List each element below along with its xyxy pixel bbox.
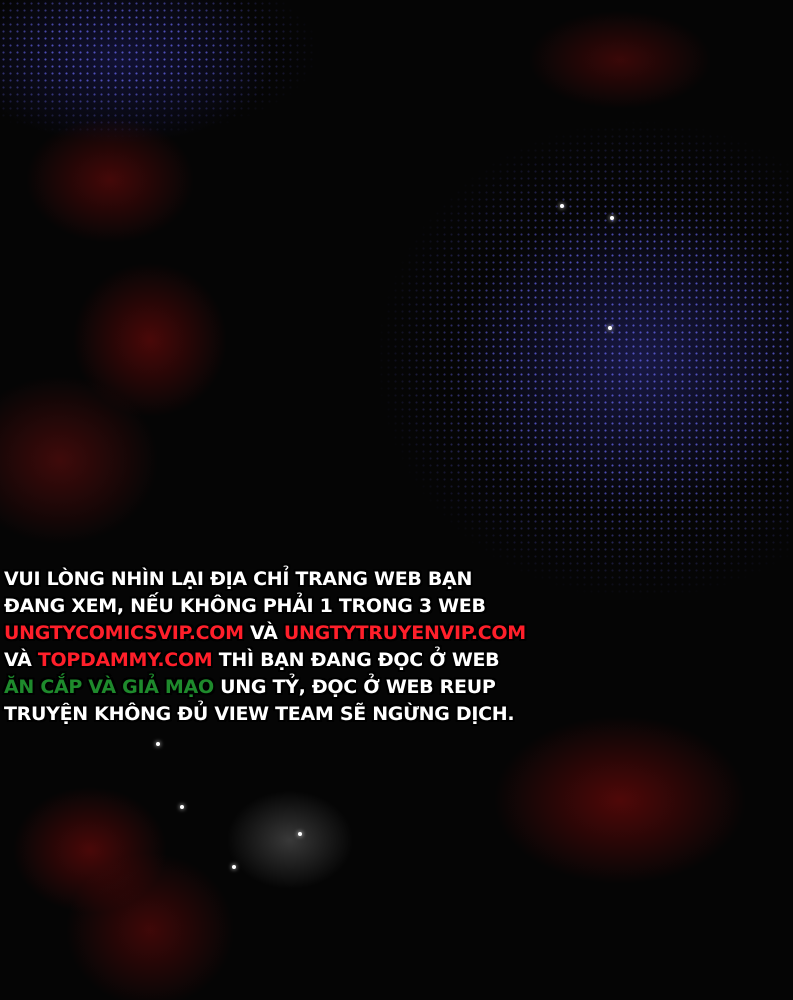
star	[180, 805, 184, 809]
reup-warning-notice: VUI LÒNG NHÌN LẠI ĐỊA CHỈ TRANG WEB BẠN …	[4, 566, 526, 728]
notice-line-6: TRUYỆN KHÔNG ĐỦ VIEW TEAM SẼ NGỪNG DỊCH.	[4, 703, 515, 725]
notice-text: THÌ BẠN ĐANG ĐỌC Ở WEB	[212, 649, 500, 671]
star	[232, 865, 236, 869]
notice-line-5: ĂN CẮP VÀ GIẢ MẠO UNG TỶ, ĐỌC Ở WEB REUP	[4, 674, 496, 701]
conjunction: VÀ	[4, 649, 38, 671]
notice-line-3: UNGTYCOMICSVIP.COM VÀ UNGTYTRUYENVIP.COM	[4, 620, 526, 647]
site-link-ungtycomicsvip: UNGTYCOMICSVIP.COM	[4, 622, 244, 644]
site-link-topdammy: TOPDAMMY.COM	[37, 649, 213, 671]
warning-highlight: ĂN CẮP VÀ GIẢ MẠO	[4, 676, 214, 698]
notice-line-1: VUI LÒNG NHÌN LẠI ĐỊA CHỈ TRANG WEB BẠN	[4, 568, 473, 590]
notice-line-2: ĐANG XEM, NẾU KHÔNG PHẢI 1 TRONG 3 WEB	[4, 595, 486, 617]
star	[156, 742, 160, 746]
star	[610, 216, 614, 220]
star	[608, 326, 612, 330]
site-link-ungtytruyenvip: UNGTYTRUYENVIP.COM	[283, 622, 526, 644]
star	[560, 204, 564, 208]
notice-line-4: VÀ TOPDAMMY.COM THÌ BẠN ĐANG ĐỌC Ở WEB	[4, 647, 500, 674]
star	[298, 832, 302, 836]
conjunction: VÀ	[243, 622, 284, 644]
notice-text: UNG TỶ, ĐỌC Ở WEB REUP	[213, 676, 496, 698]
